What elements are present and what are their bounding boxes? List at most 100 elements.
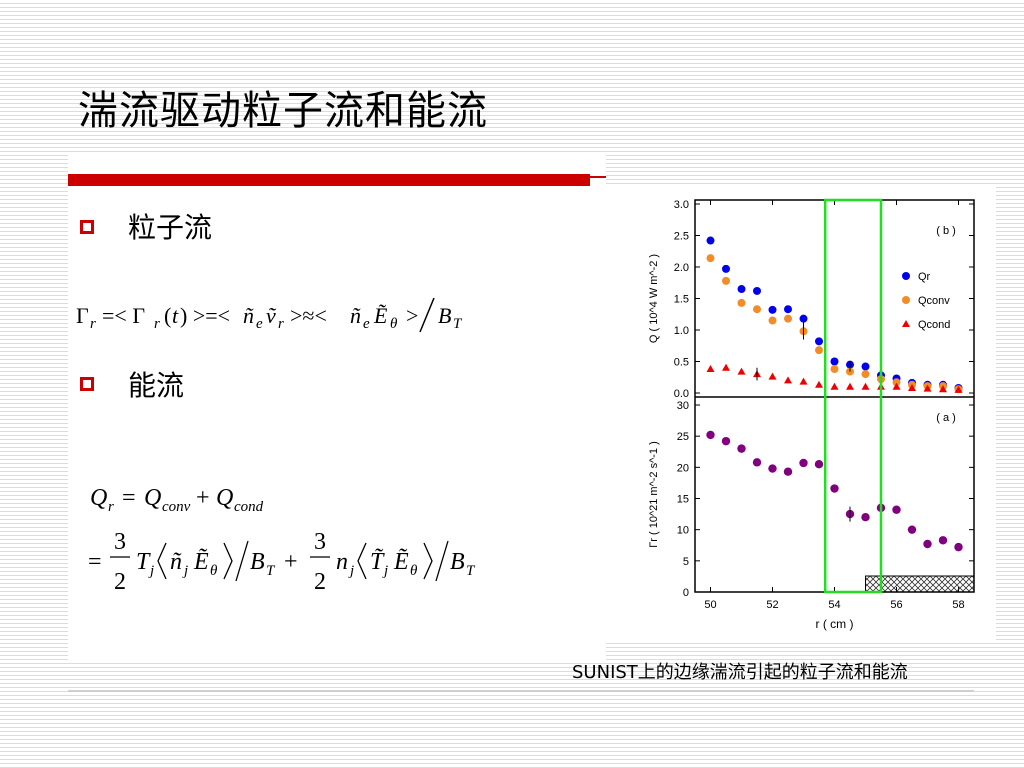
x-tick-label: 56 — [890, 599, 902, 611]
slide-title: 湍流驱动粒子流和能流 — [78, 88, 488, 134]
svg-text:T: T — [136, 549, 151, 575]
point-gamma — [830, 484, 839, 493]
bullet-square-icon — [80, 220, 94, 234]
svg-text:3: 3 — [314, 529, 326, 555]
svg-text:r: r — [108, 499, 114, 515]
svg-text:Q: Q — [216, 485, 233, 511]
y-axis-label-b: Q ( 10^4 W m^-2 ) — [648, 254, 660, 343]
point-gamma — [752, 458, 762, 467]
point-qconv — [706, 254, 715, 263]
particle-flux-formula-graphic: Γ r =< Γ r ( t ) >=< ñ e ṽ r >≈< ñ e Ẽ θ… — [76, 297, 463, 333]
energy-flux-formula: Q r = Q conv + Q cond = 3 2 T j ñ j Ẽ θ … — [84, 473, 508, 603]
svg-text:B: B — [450, 549, 465, 575]
point-qr — [753, 286, 761, 295]
bottom-rule — [68, 690, 974, 692]
point-gamma — [892, 505, 901, 514]
svg-text:ñ: ñ — [243, 303, 254, 328]
svg-text:T̃: T̃ — [370, 548, 385, 575]
svg-text:conv: conv — [162, 499, 191, 515]
svg-text:θ: θ — [210, 563, 218, 579]
svg-text:=: = — [122, 485, 136, 511]
svg-text:ñ: ñ — [350, 303, 361, 328]
legend-label: Qr — [918, 271, 931, 283]
point-qcond — [799, 377, 808, 385]
y-tick-label-b: 2.0 — [674, 262, 689, 274]
point-qconv — [815, 346, 823, 355]
flux-chart: 0.0 0.5 1.0 1.5 2.0 2.5 3.0 0 5 10 15 20 25 30 50 52 54 5… — [606, 186, 996, 640]
point-gamma — [783, 467, 793, 476]
point-qconv — [722, 276, 730, 285]
svg-text:t: t — [172, 303, 179, 328]
x-tick-label: 52 — [766, 599, 778, 611]
point-qcond — [815, 380, 823, 388]
svg-text:j: j — [382, 563, 388, 579]
point-qconv — [768, 316, 777, 325]
svg-text:Ẽ: Ẽ — [373, 303, 388, 328]
point-qconv — [892, 378, 901, 387]
legend-label: Qcond — [918, 319, 950, 331]
point-qconv — [830, 365, 839, 374]
y-tick-label-b: 1.5 — [674, 294, 689, 306]
panel-label-a: ( a ) — [936, 412, 956, 424]
svg-text:Ẽ: Ẽ — [393, 549, 409, 575]
svg-text:+: + — [284, 549, 298, 575]
point-gamma — [737, 444, 746, 453]
svg-text:θ: θ — [390, 316, 398, 332]
svg-text:T: T — [453, 316, 463, 332]
point-qcond — [892, 382, 901, 390]
legend-marker — [902, 320, 910, 327]
y-tick-label-b: 1.0 — [674, 325, 689, 337]
point-qcond — [939, 385, 947, 393]
bullet-energy-flux: 能流 — [128, 369, 185, 402]
y-tick-label-a: 5 — [683, 556, 689, 568]
y-tick-label-b: 2.5 — [674, 231, 689, 243]
point-qr — [784, 305, 792, 314]
svg-text:2: 2 — [314, 569, 326, 595]
legend-marker — [902, 272, 910, 280]
point-gamma — [938, 536, 948, 545]
point-qconv — [737, 298, 746, 307]
svg-text:θ: θ — [410, 563, 418, 579]
point-gamma — [861, 513, 870, 522]
x-tick-label: 50 — [704, 599, 716, 611]
svg-text:Q: Q — [90, 485, 107, 511]
point-gamma — [954, 542, 963, 552]
y-tick-label-b: 3.0 — [674, 199, 689, 211]
point-qcond — [861, 382, 870, 390]
y-tick-label-a: 10 — [677, 525, 689, 537]
point-qr — [799, 314, 808, 323]
svg-text:B: B — [250, 549, 265, 575]
svg-text:n: n — [336, 549, 348, 575]
svg-text:+: + — [196, 485, 210, 511]
point-qr — [861, 362, 870, 371]
x-axis-label: r ( cm ) — [816, 617, 854, 631]
point-gamma — [907, 525, 917, 534]
svg-text:>≈<: >≈< — [290, 303, 327, 328]
svg-text:ṽ: ṽ — [266, 303, 277, 328]
title-divider — [68, 174, 590, 186]
svg-text:=< Γ: =< Γ — [102, 303, 145, 328]
svg-text:B: B — [438, 303, 451, 328]
x-tick-label: 58 — [952, 599, 964, 611]
point-qcond — [722, 363, 730, 371]
point-qconv — [784, 314, 792, 323]
svg-text:cond: cond — [234, 499, 264, 515]
y-tick-label-a: 30 — [677, 400, 689, 412]
svg-text:Γ: Γ — [76, 303, 89, 328]
svg-text:j: j — [148, 563, 154, 579]
point-qcond — [706, 365, 715, 373]
point-qr — [815, 337, 823, 346]
svg-text:T: T — [466, 563, 476, 579]
svg-text:=: = — [88, 549, 102, 575]
svg-text:r: r — [90, 316, 96, 332]
svg-text:3: 3 — [114, 529, 126, 555]
point-qcond — [846, 382, 854, 390]
point-qcond — [830, 382, 839, 390]
point-qcond — [954, 385, 963, 393]
svg-text:r: r — [154, 316, 160, 332]
legend-marker — [902, 296, 910, 304]
point-qconv — [753, 305, 761, 314]
bullet-square-icon — [80, 377, 94, 391]
point-qcond — [737, 367, 746, 375]
y-axis-label-a: Γr ( 10^21 m^-2 s^-1 ) — [648, 441, 660, 548]
